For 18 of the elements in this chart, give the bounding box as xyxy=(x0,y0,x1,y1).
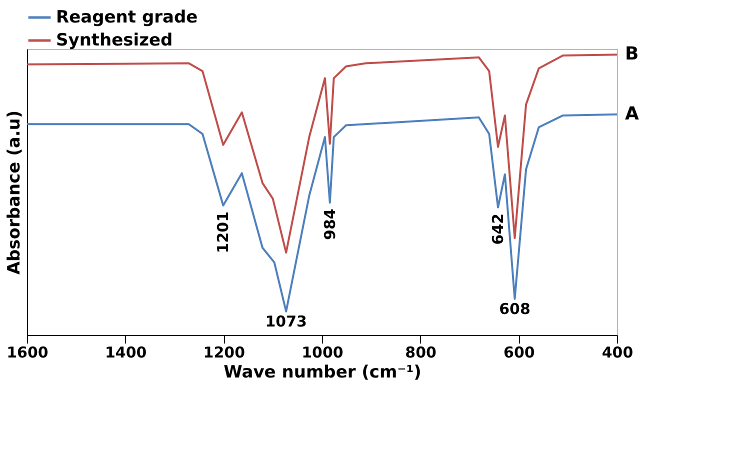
annotation: A xyxy=(625,103,639,124)
annotation: 608 xyxy=(499,300,530,318)
annotation: 1201 xyxy=(214,211,232,254)
x-tick-label: 1600 xyxy=(6,344,48,362)
x-tick-label: 600 xyxy=(504,344,535,362)
x-tick-label: 400 xyxy=(602,344,634,362)
y-axis-title: Absorbance (a.u) xyxy=(4,110,24,275)
x-tick-label: 1000 xyxy=(302,344,344,362)
x-axis-title: Wave number (cm⁻¹) xyxy=(224,362,422,382)
x-tick-label: 800 xyxy=(405,344,436,362)
annotation: 642 xyxy=(489,213,508,245)
legend-label: Synthesized xyxy=(56,30,173,50)
annotation: B xyxy=(625,44,639,65)
annotation: 1073 xyxy=(265,312,307,330)
annotation: 984 xyxy=(320,208,339,240)
x-tick-label: 1400 xyxy=(104,344,147,362)
legend-label: Reagent grade xyxy=(56,8,198,28)
x-tick-label: 1200 xyxy=(203,344,246,362)
